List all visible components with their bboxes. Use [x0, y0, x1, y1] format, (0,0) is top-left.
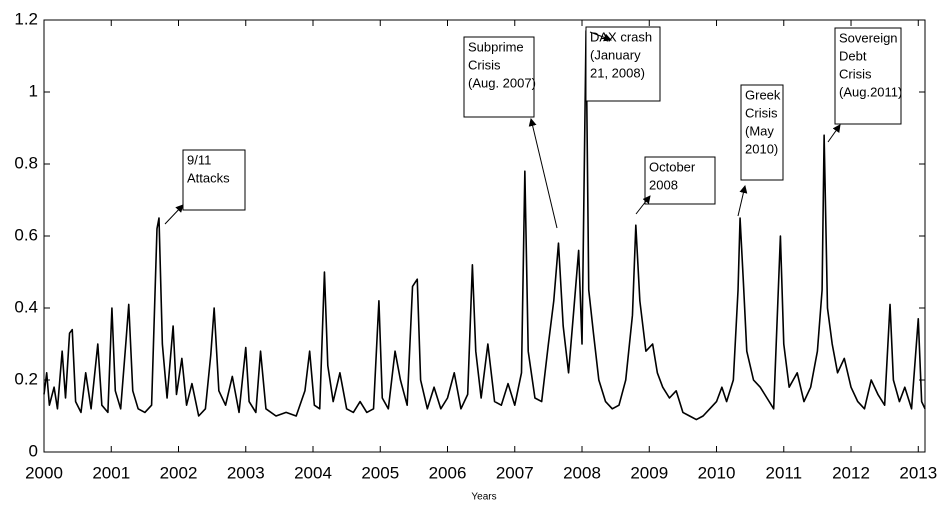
annotation-arrow — [635, 195, 651, 215]
x-tick-label: 2012 — [832, 463, 870, 482]
annotation-box — [644, 156, 716, 205]
annotation-arrow — [164, 204, 184, 225]
x-tick-label: 2007 — [496, 463, 534, 482]
x-tick-label: 2004 — [294, 463, 332, 482]
annotation-text: (May — [745, 123, 774, 138]
annotation-box — [834, 27, 902, 125]
y-tick-label: 0.6 — [14, 225, 38, 244]
x-tick-label: 2001 — [92, 463, 130, 482]
annotation-text: Debt — [839, 48, 867, 63]
y-tick-label: 0 — [29, 441, 38, 460]
annotation-text: (January — [590, 47, 641, 62]
annotation-text: Attacks — [187, 170, 230, 185]
x-tick-label: 2013 — [899, 463, 937, 482]
annotation-text: DAX crash — [590, 29, 652, 44]
annotation-arrow — [737, 185, 748, 217]
annotation-text: October — [649, 159, 696, 174]
x-tick-label: 2006 — [429, 463, 467, 482]
annotation-text: Crisis — [839, 66, 872, 81]
annotation-text: Greek — [745, 87, 781, 102]
x-axis-label: Years — [471, 492, 496, 503]
x-tick-label: 2011 — [765, 463, 802, 482]
x-tick-label: 2005 — [361, 463, 399, 482]
y-tick-label: 0.8 — [14, 153, 38, 172]
annotation-text: Crisis — [468, 57, 501, 72]
annotation-text: Subprime — [468, 39, 524, 54]
annotation-box — [740, 84, 784, 181]
y-tick-label: 1 — [29, 81, 38, 100]
x-tick-label: 2009 — [630, 463, 668, 482]
annotation-text: (Aug.2011) — [839, 84, 902, 99]
data-line — [43, 30, 926, 421]
y-tick-label: 1.2 — [14, 9, 38, 28]
annotation-text: 2010) — [745, 141, 778, 156]
x-tick-label: 2002 — [160, 463, 198, 482]
annotation-text: 21, 2008) — [590, 65, 645, 80]
annotation-box — [182, 149, 246, 211]
y-tick-label: 0.2 — [14, 369, 38, 388]
annotation-text: 9/11 — [187, 152, 211, 167]
x-tick-label: 2010 — [698, 463, 736, 482]
annotation-arrow — [528, 118, 558, 229]
annotation-box — [463, 36, 535, 118]
annotation-arrow — [589, 31, 612, 42]
y-tick-label: 0.4 — [14, 297, 38, 316]
annotation-text: (Aug. 2007) — [468, 75, 536, 90]
annotation-box — [585, 26, 661, 102]
annotation-text: 2008 — [649, 177, 678, 192]
x-tick-label: 2003 — [227, 463, 265, 482]
x-tick-label: 2000 — [25, 463, 63, 482]
annotation-text: Crisis — [745, 105, 778, 120]
annotation-text: Sovereign — [839, 30, 898, 45]
x-tick-label: 2008 — [563, 463, 601, 482]
annotation-arrow — [827, 124, 841, 143]
